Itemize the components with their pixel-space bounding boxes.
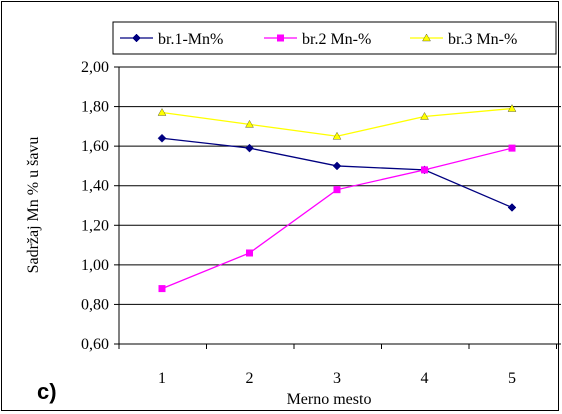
y-tick-label: 0,80 bbox=[81, 296, 109, 313]
series-layer bbox=[157, 104, 517, 293]
y-tick-label: 1,60 bbox=[81, 138, 109, 155]
y-tick-label: 1,20 bbox=[81, 217, 109, 234]
data-point bbox=[421, 166, 428, 174]
x-tick-label: 3 bbox=[333, 370, 341, 387]
x-tick-label: 5 bbox=[508, 370, 516, 387]
data-point bbox=[245, 120, 254, 128]
data-point bbox=[332, 161, 342, 171]
panel-label: c) bbox=[37, 379, 57, 404]
x-axis-title: Merno mesto bbox=[287, 391, 372, 408]
legend-marker bbox=[277, 34, 284, 42]
data-point bbox=[332, 131, 342, 140]
legend-marker bbox=[132, 33, 141, 43]
legend-label: br.3 Mn-% bbox=[448, 31, 517, 48]
legend-label: br.1-Mn% bbox=[158, 31, 223, 48]
data-point bbox=[508, 144, 516, 152]
legend-item-2: br.2 Mn-% bbox=[264, 31, 371, 48]
gridlines bbox=[119, 66, 561, 345]
series-line bbox=[161, 137, 513, 209]
y-tick-label: 2,00 bbox=[81, 59, 109, 76]
y-tick-label: 1,80 bbox=[81, 99, 109, 116]
data-point bbox=[420, 112, 429, 120]
legend-item-3: br.3 Mn-% bbox=[410, 31, 517, 48]
data-point bbox=[157, 108, 167, 116]
y-tick-label: 0,60 bbox=[81, 336, 109, 353]
data-point bbox=[157, 133, 167, 143]
data-point bbox=[246, 249, 253, 257]
y-tick-labels: 0,60 0,80 1,00 1,20 1,40 1,60 1,80 2,00 bbox=[81, 59, 119, 353]
x-tick-labels: 1 2 3 4 5 bbox=[118, 344, 557, 387]
data-point bbox=[507, 203, 517, 212]
axes bbox=[118, 67, 561, 345]
series-3 bbox=[157, 104, 517, 140]
legend-item-1: br.1-Mn% bbox=[120, 31, 223, 48]
legend-box bbox=[112, 21, 557, 55]
data-point bbox=[333, 186, 341, 194]
y-tick-label: 1,40 bbox=[81, 178, 109, 195]
x-tick-label: 1 bbox=[158, 370, 166, 387]
data-point bbox=[507, 104, 517, 112]
legend: br.1-Mn% br.2 Mn-% br.3 Mn-% bbox=[112, 21, 557, 55]
data-point bbox=[158, 285, 166, 293]
legend-label: br.2 Mn-% bbox=[302, 31, 371, 48]
data-point bbox=[245, 143, 254, 153]
legend-marker bbox=[422, 33, 431, 42]
x-tick-label: 2 bbox=[246, 370, 254, 387]
y-tick-label: 1,00 bbox=[81, 257, 109, 274]
y-axis-title: Sadržaj Mn % u šavu bbox=[25, 137, 42, 274]
series-2 bbox=[158, 144, 516, 293]
x-tick-label: 4 bbox=[421, 370, 429, 387]
